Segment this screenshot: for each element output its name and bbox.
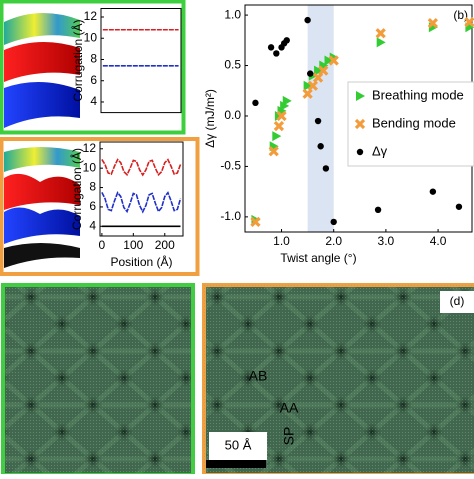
- scale-label: 50 Å: [225, 437, 252, 452]
- y-axis-label: Δγ (mJ/m²): [203, 89, 217, 148]
- x-tick-label: 2.0: [325, 234, 342, 248]
- scatter-point: [302, 88, 313, 99]
- scatter-point: [376, 37, 386, 48]
- scatter-point: [322, 165, 330, 172]
- x-tick-label: 3.0: [378, 234, 395, 248]
- scatter-point: [427, 18, 438, 29]
- y-tick-label: 8: [89, 180, 96, 194]
- panel-label: (b): [453, 8, 468, 22]
- label-box: [440, 291, 474, 313]
- scatter-point: [429, 188, 437, 195]
- y-tick-label: 4: [89, 218, 96, 232]
- panel-frame: [0, 0, 186, 135]
- scale-bar: [206, 460, 266, 468]
- y-tick-label: 1.0: [224, 7, 241, 21]
- surface-render: [4, 12, 80, 268]
- x-axis-label: Position (Å): [110, 254, 172, 269]
- region-label: AB: [249, 368, 268, 384]
- scatter-point: [304, 16, 311, 24]
- legend-box: [347, 81, 474, 167]
- y-tick-label: 12: [84, 9, 98, 23]
- y-tick-label: 10: [83, 160, 97, 174]
- y-tick-label: 0.0: [224, 108, 241, 122]
- scatter-point: [317, 143, 324, 150]
- y-tick-label: 10: [84, 30, 98, 44]
- scatter-point: [374, 206, 382, 214]
- scatter-point: [455, 203, 463, 210]
- scatter-point: [314, 117, 322, 125]
- panel-frame: [0, 137, 200, 276]
- scatter-point: [318, 65, 329, 76]
- y-tick-label: 8: [90, 52, 97, 66]
- label-box: [209, 432, 267, 460]
- legend-label: Bending mode: [372, 115, 456, 130]
- y-tick-label: 12: [83, 141, 97, 155]
- x-tick-label: 1.0: [273, 234, 290, 248]
- y-tick-label: 0.5: [224, 58, 241, 72]
- y-axis-label: Corrugation (Å): [70, 20, 85, 102]
- plot-frame: [100, 8, 182, 114]
- x-tick-label: 0: [99, 238, 106, 252]
- x-axis-label: Twist angle (°): [280, 251, 356, 265]
- region-label: SP: [281, 427, 297, 446]
- x-tick-label: 100: [123, 238, 143, 252]
- data-line: [101, 158, 182, 177]
- y-tick-label: -1.0: [220, 209, 241, 223]
- scatter-point: [375, 28, 386, 39]
- scatter-point: [267, 44, 275, 51]
- scatter-point: [303, 80, 313, 91]
- scatter-point: [268, 146, 279, 157]
- legend-marker: [354, 118, 366, 130]
- scatter-point: [328, 55, 339, 66]
- x-tick-label: 200: [155, 238, 175, 252]
- scatter-point: [273, 120, 285, 132]
- moire-texture: [3, 285, 193, 475]
- scatter-point: [314, 65, 324, 76]
- y-axis-label: Corrugation (Å): [69, 148, 84, 230]
- legend-label: Δγ: [372, 143, 388, 158]
- legend-marker: [356, 91, 365, 101]
- scatter-point: [252, 99, 259, 107]
- scatter-point: [282, 95, 292, 106]
- scatter-point: [273, 50, 280, 57]
- scatter-point: [307, 80, 318, 91]
- scatter-point: [276, 110, 287, 122]
- scatter-point: [250, 216, 261, 228]
- scatter-point: [283, 37, 290, 44]
- scatter-point: [307, 70, 314, 77]
- y-tick-label: 6: [89, 199, 96, 213]
- x-tick-label: 4.0: [430, 234, 447, 248]
- scatter-point: [330, 218, 337, 226]
- region-label: AA: [280, 400, 299, 416]
- scatter-point: [272, 131, 282, 142]
- scatter-point: [280, 100, 290, 111]
- data-line: [101, 191, 182, 214]
- y-tick-label: 4: [90, 94, 97, 108]
- scatter-point: [464, 17, 474, 28]
- legend-marker: [356, 148, 364, 156]
- scatter-point: [324, 55, 334, 66]
- y-tick-label: -0.5: [220, 159, 241, 173]
- legend-label: Breathing mode: [372, 87, 464, 102]
- plot-frame: [99, 141, 184, 237]
- highlight-span: [307, 5, 334, 232]
- panel-label: (d): [450, 294, 465, 308]
- y-tick-label: 6: [90, 73, 97, 87]
